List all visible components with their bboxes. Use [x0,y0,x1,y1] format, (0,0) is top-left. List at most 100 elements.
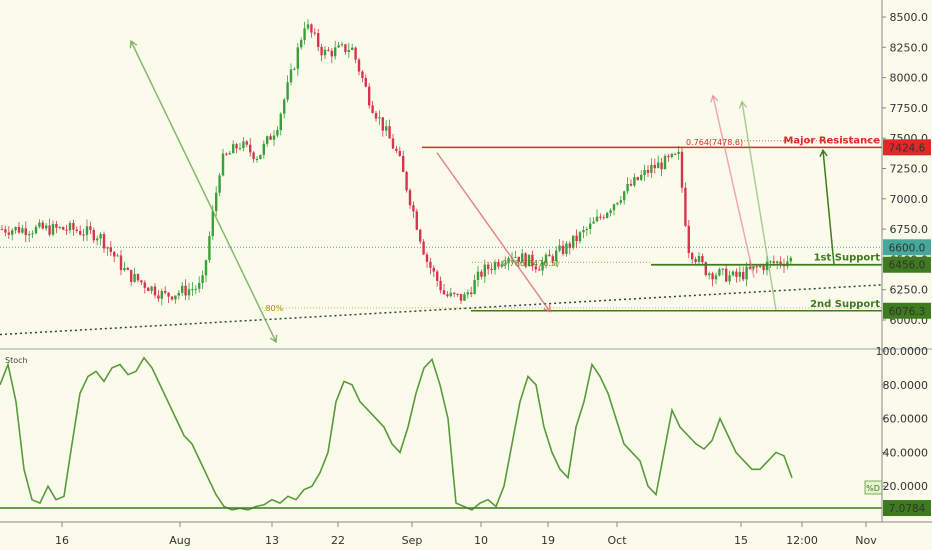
candle-body [694,259,697,262]
candle-body [391,138,395,149]
candle-body [31,233,34,235]
second-support-badge-bg [883,302,931,319]
candle-body [269,136,272,140]
stoch-last-badge-bg [883,500,931,517]
candle-body [385,126,388,131]
candle-body [691,252,694,260]
candle-body [24,228,27,236]
candle-body [762,265,765,271]
candle-body [296,47,299,69]
candle-body [660,162,663,170]
candle-body [85,226,89,235]
candle-body [4,229,7,233]
stoch-y-tick-label: 60.0000 [883,413,929,426]
stoch-title: Stoch [5,356,28,365]
candle-body [449,292,452,297]
stoch-y-tick-label: 80.0000 [883,379,929,392]
candle-body [28,234,31,236]
major-resistance-label: Major Resistance [783,135,880,146]
price-badges: 7424.6 6600.0 6456.0 6076.3 7.0784 [883,139,931,517]
candle-body [344,44,347,53]
candle-body [174,295,177,300]
candle-body [354,47,357,60]
x-tick-label: 16 [55,534,69,547]
candle-body [368,86,371,106]
stoch-y-tick-label: 40.0000 [883,446,929,459]
candle-body [157,295,160,299]
candle-body [772,261,775,264]
candle-body [167,292,170,297]
x-tick-label: 15 [734,534,748,547]
candle-body [670,153,673,158]
candle-body [534,266,537,270]
x-tick-label: Aug [169,534,190,547]
price-y-tick-label: 8000.0 [890,72,929,85]
candle-body [708,273,711,276]
candle-body [337,45,340,48]
candle-body [759,265,762,268]
candle-body [674,153,677,155]
candle-body [398,150,401,156]
candle-body [623,191,626,201]
candle-body [21,228,24,233]
candle-body [225,153,228,155]
candle-body [252,152,255,160]
candle-body [245,141,248,145]
candle-body [262,143,265,155]
candle-body [106,247,109,249]
candle-body [599,216,602,218]
candle-body [289,69,293,83]
candle-body [653,164,656,169]
candle-body [640,174,643,180]
candle-body [334,47,337,57]
candle-body [412,205,415,212]
candle-body [65,229,68,231]
candle-body [429,261,432,268]
candle-body [215,192,218,212]
candle-body [361,71,364,78]
candle-body [483,264,486,277]
candle-body [211,211,214,237]
candle-body [616,202,619,205]
candle-body [769,261,772,263]
candle-body [249,144,252,153]
candle-body [470,292,473,295]
candle-body [626,183,629,192]
candle-body [657,162,660,169]
candle-body [752,266,755,269]
candle-body [317,33,320,47]
rising-trendline [0,284,883,336]
swing-arrow-up-pink-head [710,94,719,103]
candle-body [374,113,378,119]
candle-body [194,288,197,290]
candle-body [592,221,595,224]
candle-body [184,285,187,296]
x-ticks: 16 Aug 13 22 Sep 10 19 Oct 15 12:00 Nov [55,522,877,547]
candle-body [585,229,588,231]
x-tick-label: 22 [331,534,345,547]
candle-body [133,273,136,282]
candle-body [514,256,517,258]
candle-body [11,230,14,235]
swing-arrow-down-2 [436,152,551,312]
candle-body [524,253,527,267]
fib-080-label: .80% [263,304,284,313]
candle-body [555,250,558,262]
candle-body [371,105,374,114]
stoch-y-tick-label: 20.0000 [883,480,929,493]
swing-arrow-down-1-head [269,334,278,344]
candle-body [48,225,51,235]
candle-body [612,204,616,211]
current-price-badge-bg [883,239,931,256]
candle-body [313,32,316,34]
candle-body [650,164,653,173]
candle-body [636,177,639,180]
candle-body [677,151,680,154]
first-support-badge-bg [883,256,931,273]
candle-body [704,262,707,276]
first-support-badge: 6456.0 [889,260,926,272]
candle-body [119,255,123,271]
candle-body [629,183,633,186]
candle-body [170,296,174,300]
